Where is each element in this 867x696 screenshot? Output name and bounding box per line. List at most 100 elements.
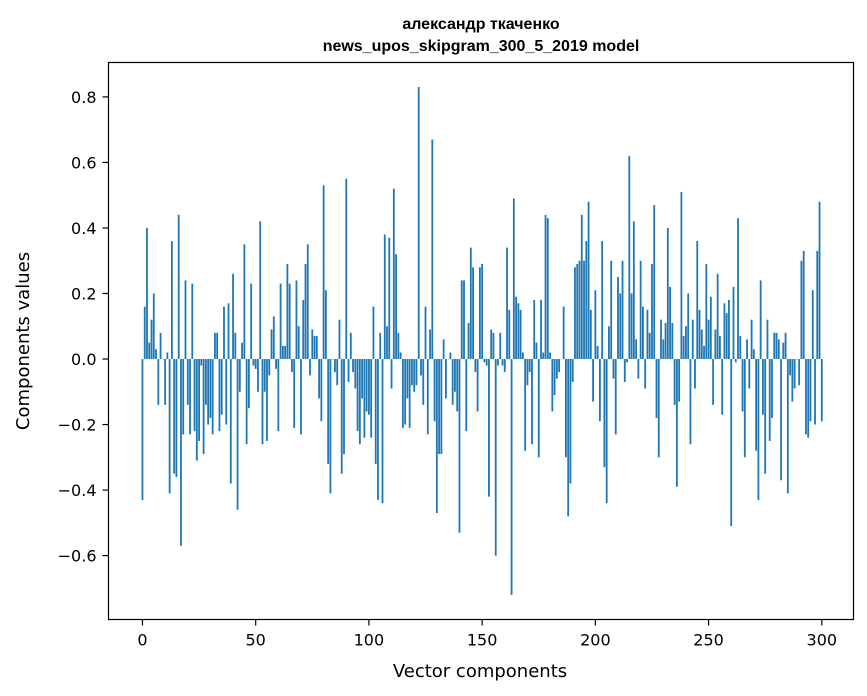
bar <box>166 352 169 360</box>
y-tick-label: 0.2 <box>71 284 96 303</box>
bar <box>703 345 705 360</box>
bar <box>241 342 244 360</box>
bar <box>361 359 364 399</box>
bar <box>759 280 762 360</box>
bar <box>195 359 198 461</box>
bar <box>764 359 767 474</box>
bar <box>177 214 180 360</box>
bar <box>576 264 579 360</box>
bar <box>789 359 791 376</box>
bar <box>732 286 735 360</box>
bar <box>291 359 293 373</box>
bar <box>494 359 497 556</box>
bar <box>734 359 737 363</box>
bar <box>168 359 171 494</box>
bar <box>721 359 724 415</box>
bar <box>440 359 443 455</box>
bar <box>438 359 441 455</box>
bar <box>365 359 368 412</box>
bar <box>757 359 760 500</box>
bar <box>743 359 746 458</box>
bar <box>675 359 678 487</box>
y-tick-label: 0.0 <box>71 350 96 369</box>
bar <box>612 359 615 379</box>
y-axis-ticks: −0.6 −0.4 −0.2 0.0 0.2 0.4 0.6 0.8 <box>58 88 109 566</box>
bar <box>236 359 239 510</box>
bar <box>180 359 182 546</box>
bar <box>259 221 262 360</box>
bar <box>472 267 474 360</box>
bar <box>574 267 576 360</box>
bar <box>445 359 447 399</box>
bar <box>465 359 468 432</box>
bar <box>653 205 656 360</box>
bar <box>318 359 320 399</box>
bar <box>234 332 237 360</box>
bar <box>596 345 599 360</box>
y-tick-label: 0.8 <box>71 88 96 107</box>
bar <box>368 359 370 415</box>
bar <box>272 316 275 360</box>
bar <box>431 139 434 360</box>
bar <box>227 303 230 360</box>
bar <box>485 359 488 366</box>
bar <box>478 267 481 360</box>
bar <box>632 221 635 360</box>
bar <box>426 359 429 435</box>
bar <box>524 359 527 451</box>
bar <box>610 260 613 360</box>
bar <box>818 201 821 360</box>
bar <box>238 359 241 392</box>
bar <box>148 342 151 360</box>
bar <box>449 352 452 360</box>
bar <box>320 359 323 422</box>
bar <box>608 326 610 360</box>
bar <box>698 309 701 360</box>
bar <box>191 283 194 360</box>
bar <box>746 339 748 360</box>
bar <box>413 359 416 392</box>
bar <box>691 319 694 360</box>
x-axis-label: Vector components <box>393 661 567 682</box>
bar <box>286 264 289 360</box>
bar <box>229 359 232 484</box>
bar <box>297 326 300 360</box>
x-axis-ticks: 0 50 100 150 200 250 300 <box>137 619 837 650</box>
bar <box>671 322 674 360</box>
bar <box>614 359 617 435</box>
bar <box>589 309 592 360</box>
bar <box>639 260 642 360</box>
bar <box>408 359 411 428</box>
bar <box>483 359 486 363</box>
bar <box>508 309 511 360</box>
bar <box>347 359 350 382</box>
bar <box>571 359 574 382</box>
bar <box>628 155 631 360</box>
bar <box>578 260 581 360</box>
bar <box>311 329 314 360</box>
bar <box>537 359 540 458</box>
bar <box>646 309 649 360</box>
bar <box>386 326 388 360</box>
bar <box>528 359 531 373</box>
bar <box>392 188 395 360</box>
bar <box>300 359 302 435</box>
bar <box>619 293 622 360</box>
bar <box>352 359 354 373</box>
bar <box>454 359 456 392</box>
bar <box>642 306 644 360</box>
bar <box>424 306 427 360</box>
bar <box>225 359 228 425</box>
bar-series <box>141 87 823 595</box>
bar <box>562 306 565 360</box>
bar <box>626 359 628 363</box>
bar <box>648 332 651 360</box>
bar <box>709 296 712 360</box>
bar <box>399 352 402 360</box>
bar <box>655 359 658 418</box>
bar <box>390 359 393 389</box>
bar <box>220 359 223 415</box>
bar <box>173 359 176 474</box>
bar <box>171 241 173 360</box>
bar <box>184 280 187 360</box>
